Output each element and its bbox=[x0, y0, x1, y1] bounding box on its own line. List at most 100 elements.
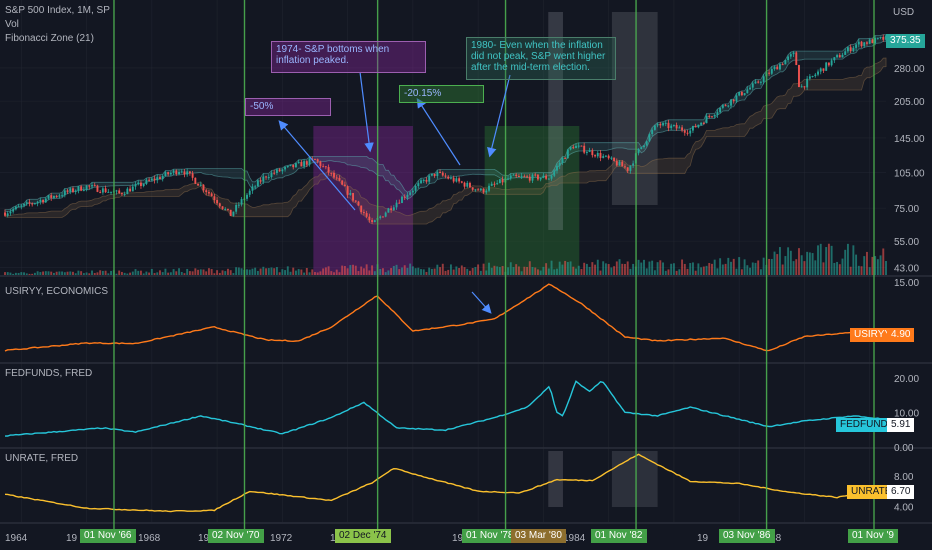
annotation-drop-20: -20.15% bbox=[399, 85, 484, 103]
volume-bar bbox=[762, 257, 765, 275]
volume-bar bbox=[126, 273, 129, 275]
annotation-1980: 1980- Even when the inflation did not pe… bbox=[466, 37, 616, 80]
volume-bar bbox=[694, 270, 697, 275]
usiryy-value-tag: 4.90 bbox=[887, 328, 915, 342]
volume-bar bbox=[463, 267, 466, 275]
candle-body bbox=[501, 179, 504, 183]
legend-fib: Fibonacci Zone (21) bbox=[5, 33, 94, 44]
candle-body bbox=[814, 74, 817, 77]
volume-bar bbox=[662, 262, 664, 275]
volume-bar bbox=[183, 273, 186, 275]
candle-body bbox=[599, 152, 602, 158]
candle-body bbox=[615, 161, 618, 166]
volume-bar bbox=[82, 273, 85, 275]
candle-body bbox=[656, 123, 659, 126]
volume-bar bbox=[841, 258, 844, 275]
usiryy-line bbox=[4, 283, 887, 352]
candle-body bbox=[145, 179, 148, 184]
axis-tick-label: 4.00 bbox=[894, 503, 914, 514]
volume-bar bbox=[58, 271, 61, 275]
candle-body bbox=[460, 181, 463, 183]
volume-bar bbox=[137, 270, 140, 275]
candle-body bbox=[509, 175, 512, 179]
volume-bar bbox=[553, 269, 556, 275]
volume-bar bbox=[254, 267, 257, 275]
volume-bar bbox=[333, 272, 335, 275]
candle-body bbox=[360, 205, 363, 213]
candle-body bbox=[232, 211, 235, 216]
candle-body bbox=[161, 176, 164, 179]
candle-body bbox=[346, 186, 349, 195]
volume-bar bbox=[885, 261, 887, 275]
candle-body bbox=[420, 180, 422, 184]
volume-bar bbox=[36, 271, 39, 275]
volume-bar bbox=[621, 263, 624, 275]
volume-bar bbox=[422, 269, 425, 275]
volume-bar bbox=[341, 265, 344, 275]
candle-body bbox=[757, 81, 760, 83]
volume-bar bbox=[672, 263, 675, 275]
volume-bar bbox=[716, 268, 719, 275]
candle-body bbox=[556, 165, 558, 171]
candle-body bbox=[604, 155, 607, 157]
volume-bar bbox=[169, 272, 172, 275]
volume-bar bbox=[118, 270, 121, 275]
volume-bar bbox=[561, 264, 564, 275]
volume-bar bbox=[825, 247, 828, 275]
volume-bar bbox=[624, 263, 626, 275]
volume-bar bbox=[110, 270, 112, 275]
volume-bar bbox=[251, 268, 254, 275]
volume-bar bbox=[316, 272, 319, 275]
candle-body bbox=[207, 192, 210, 194]
candle-body bbox=[493, 183, 496, 185]
candle-body bbox=[564, 157, 567, 159]
shade-1978-decline bbox=[484, 126, 580, 275]
candle-body bbox=[624, 166, 626, 168]
volume-bar bbox=[727, 257, 730, 275]
volume-bar bbox=[678, 269, 681, 275]
candle-body bbox=[795, 52, 798, 66]
volume-bar bbox=[134, 269, 137, 275]
volume-bar bbox=[526, 266, 529, 275]
volume-bar bbox=[303, 272, 306, 275]
candle-body bbox=[686, 132, 689, 134]
volume-bar bbox=[670, 263, 673, 275]
axis-tick-label: 15.00 bbox=[894, 278, 919, 289]
candle-body bbox=[743, 93, 746, 96]
volume-bar bbox=[808, 252, 811, 275]
candle-body bbox=[262, 176, 265, 182]
volume-bar bbox=[550, 260, 553, 275]
volume-bar bbox=[164, 268, 167, 275]
candle-body bbox=[254, 186, 257, 188]
candle-body bbox=[297, 161, 300, 164]
candle-body bbox=[811, 76, 814, 78]
time-axis-label: 19 bbox=[452, 533, 464, 544]
volume-bar bbox=[338, 272, 341, 275]
volume-bar bbox=[172, 269, 175, 275]
time-axis-label: 19 bbox=[66, 533, 78, 544]
candle-body bbox=[414, 185, 417, 191]
candle-body bbox=[711, 116, 713, 118]
volume-bar bbox=[444, 270, 447, 275]
volume-bar bbox=[281, 269, 284, 275]
volume-bar bbox=[39, 272, 42, 275]
candle-body bbox=[449, 177, 452, 179]
volume-bar bbox=[256, 270, 259, 275]
candle-body bbox=[882, 37, 885, 40]
volume-bar bbox=[713, 259, 716, 275]
candle-body bbox=[164, 172, 167, 177]
candle-body bbox=[833, 57, 836, 61]
candle-body bbox=[751, 83, 754, 88]
candle-body bbox=[433, 173, 436, 176]
volume-bar bbox=[349, 265, 352, 275]
volume-bar bbox=[626, 261, 629, 275]
candle-body bbox=[411, 190, 414, 193]
volume-bar bbox=[246, 269, 248, 275]
candle-body bbox=[251, 186, 254, 191]
candle-body bbox=[515, 174, 518, 177]
candle-body bbox=[648, 133, 651, 142]
candle-body bbox=[602, 156, 605, 158]
date-tag: 03 Nov '86 bbox=[719, 529, 775, 543]
volume-bar bbox=[96, 272, 99, 275]
legend-fedfunds: FEDFUNDS, FRED bbox=[5, 368, 93, 379]
